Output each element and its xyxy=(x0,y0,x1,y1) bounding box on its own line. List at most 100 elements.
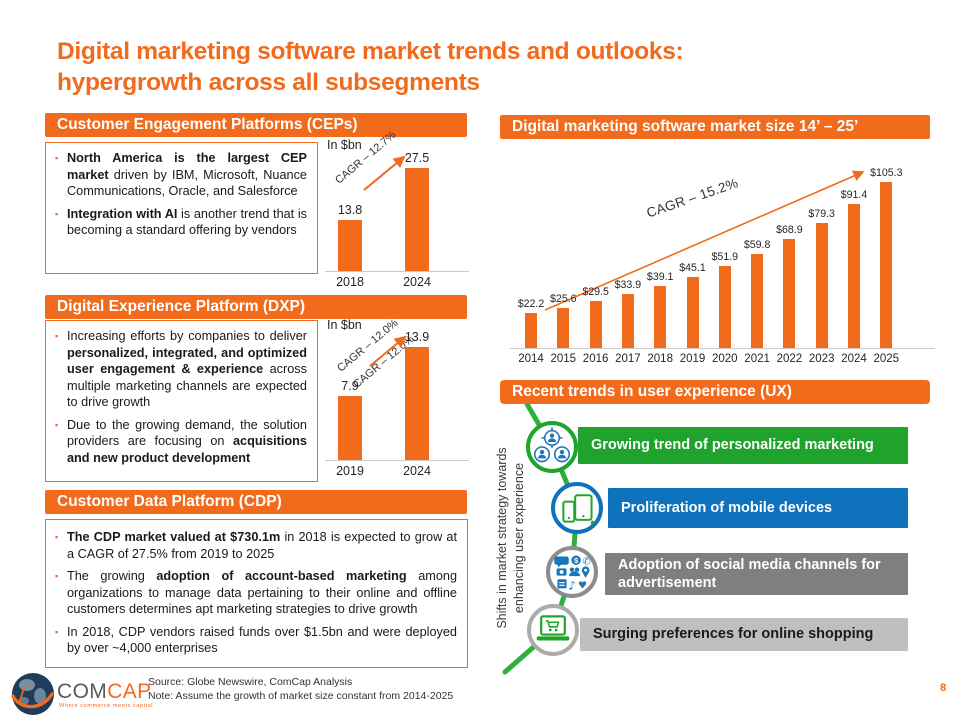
cep-market-chart: In $bn CAGR – 12.7% 13.8 2018 27.5 2024 xyxy=(325,129,470,296)
chart-bar xyxy=(783,239,796,348)
bar-value-label: $68.9 xyxy=(776,224,803,236)
dxp-text-box: ▪ Increasing efforts by companies to deli… xyxy=(45,320,318,482)
cep-text-box: ▪ North America is the largest CEP market… xyxy=(45,142,318,274)
mobile-devices-icon xyxy=(557,488,597,528)
social-media-icon: $ ✆ ♪ ♥ xyxy=(552,552,592,592)
bar-value-label: 27.5 xyxy=(404,151,430,165)
svg-text:✆: ✆ xyxy=(582,556,590,567)
online-shopping-icon xyxy=(533,610,573,650)
bullet-square-icon: ▪ xyxy=(55,331,59,341)
dxp-bullet-item: ▪ Due to the growing demand, the solution… xyxy=(52,417,309,467)
ux-side-label-line1: Shifts in market strategy towards xyxy=(495,447,509,629)
bar-value-label: $59.8 xyxy=(743,239,771,251)
cep-bullet-text: North America is the largest CEP market … xyxy=(67,151,307,198)
chart-bar xyxy=(525,313,537,348)
market-size-chart: CAGR – 15.2% $22.2 2014 $25.6 2015 $29.5 2016… xyxy=(505,148,935,376)
chart-bar xyxy=(751,254,764,348)
chart-axis-line xyxy=(325,460,469,461)
cdp-header-label: Customer Data Platform (CDP) xyxy=(57,493,282,510)
trend-bar: Growing trend of personalized marketing xyxy=(578,427,908,464)
page-title-line1: Digital marketing software market trends… xyxy=(57,38,684,65)
svg-text:♪: ♪ xyxy=(568,578,576,592)
chart-bar xyxy=(815,223,828,348)
bullet-square-icon: ▪ xyxy=(55,532,59,542)
page-title-line2: hypergrowth across all subsegments xyxy=(57,69,480,96)
chart-bar xyxy=(718,266,731,348)
logo-com-text: COM xyxy=(57,680,108,703)
axis-year-label: 2024 xyxy=(841,353,867,365)
bar-value-label: $91.4 xyxy=(840,189,868,201)
svg-text:♥: ♥ xyxy=(578,580,587,591)
bar-value-label: 13.8 xyxy=(337,203,363,217)
bullet-square-icon: ▪ xyxy=(55,571,59,581)
axis-year-label: 2024 xyxy=(403,275,431,289)
cdp-bullet-text: The CDP market valued at $730.1m in 2018… xyxy=(67,530,458,561)
axis-year-label: 2019 xyxy=(679,353,706,365)
bar-value-label: $39.1 xyxy=(646,271,674,283)
bar-value-label: $105.3 xyxy=(870,167,903,179)
trend-bar: Adoption of social media channels for ad… xyxy=(605,553,908,595)
market-size-section-header: Digital marketing software market size 1… xyxy=(500,115,930,139)
axis-year-label: 2022 xyxy=(776,353,803,365)
market-size-header-label: Digital marketing software market size 1… xyxy=(512,118,859,135)
trend-bar-label: Adoption of social media channels for ad… xyxy=(618,556,881,592)
cep-section-header: Customer Engagement Platforms (CEPs) xyxy=(45,113,467,137)
dxp-market-chart: In $bn CAGR – 12.0% CAGR – 12.0% 7.9 2019… xyxy=(325,316,470,482)
bullet-square-icon: ▪ xyxy=(55,153,59,163)
dxp-bullet-item: ▪ Increasing efforts by companies to deli… xyxy=(52,328,309,411)
chart-bar xyxy=(589,301,602,348)
bullet-square-icon: ▪ xyxy=(55,626,59,637)
source-note: Source: Globe Newswire, ComCap Analysis … xyxy=(148,676,453,703)
cep-bullet-item: ▪ Integration with AI is another trend th… xyxy=(52,206,309,239)
note-line: Note: Assume the growth of market size c… xyxy=(148,689,454,702)
logo-cap-text: CAP xyxy=(107,680,152,703)
ux-side-label: Shifts in market strategy towards enhanc… xyxy=(494,406,530,670)
cdp-bullet-text: In 2018, CDP vendors raised funds over $… xyxy=(67,624,457,656)
chart-bar xyxy=(338,396,362,460)
axis-year-label: 2015 xyxy=(550,353,577,365)
axis-year-label: 2018 xyxy=(336,275,364,289)
chart-bar xyxy=(557,308,570,348)
comcap-globe-icon xyxy=(11,673,54,715)
chart-bar xyxy=(405,347,429,460)
cdp-bullet-item: ▪ The CDP market valued at $730.1m in 201… xyxy=(52,529,459,562)
dxp-chart-unit-label: In $bn xyxy=(327,318,362,332)
comcap-logo-tagline: Where commerce meets capital xyxy=(59,703,154,709)
ux-trends-panel: Shifts in market strategy towards enhanc… xyxy=(495,404,935,679)
chart-bar xyxy=(848,204,860,348)
dxp-section-header: Digital Experience Platform (DXP) xyxy=(45,295,467,319)
axis-year-label: 2025 xyxy=(873,353,900,365)
bar-value-label: $79.3 xyxy=(808,208,835,220)
chart-bar xyxy=(686,277,699,348)
cdp-section-header: Customer Data Platform (CDP) xyxy=(45,490,467,514)
axis-year-label: 2019 xyxy=(336,464,364,478)
trend-circle xyxy=(551,482,603,534)
bar-value-label: $25.6 xyxy=(550,293,577,305)
chart-bar xyxy=(338,220,362,271)
cdp-bullet-text: The growing adoption of account-based ma… xyxy=(67,569,457,616)
market-cagr-arrow-icon xyxy=(544,170,865,311)
svg-text:$: $ xyxy=(574,556,579,565)
cep-chart-unit-label: In $bn xyxy=(327,138,362,152)
bar-value-label: 7.9 xyxy=(341,379,359,393)
trend-circle xyxy=(527,604,579,656)
bar-value-label: $33.9 xyxy=(614,279,642,291)
personalized-marketing-icon xyxy=(532,427,572,467)
trend-bar-label: Proliferation of mobile devices xyxy=(621,499,833,516)
bar-value-label: $45.1 xyxy=(679,262,706,274)
trend-bar: Surging preferences for online shopping xyxy=(580,618,908,651)
ux-section-header: Recent trends in user experience (UX) xyxy=(500,380,930,404)
comcap-logo-wordmark: COMCAP xyxy=(57,680,152,704)
trend-circle: $ ✆ ♪ ♥ xyxy=(546,546,598,598)
dxp-header-label: Digital Experience Platform (DXP) xyxy=(57,298,306,315)
axis-year-label: 2017 xyxy=(615,353,641,365)
chart-bar xyxy=(405,168,429,271)
chart-bar xyxy=(654,286,667,348)
axis-year-label: 2018 xyxy=(647,353,673,365)
bar-value-label: $22.2 xyxy=(517,298,545,310)
dxp-bullet-text: Increasing efforts by companies to deliv… xyxy=(67,329,307,409)
cep-bullet-item: ▪ North America is the largest CEP market… xyxy=(52,150,309,200)
axis-year-label: 2023 xyxy=(808,353,835,365)
cep-header-label: Customer Engagement Platforms (CEPs) xyxy=(57,116,358,133)
